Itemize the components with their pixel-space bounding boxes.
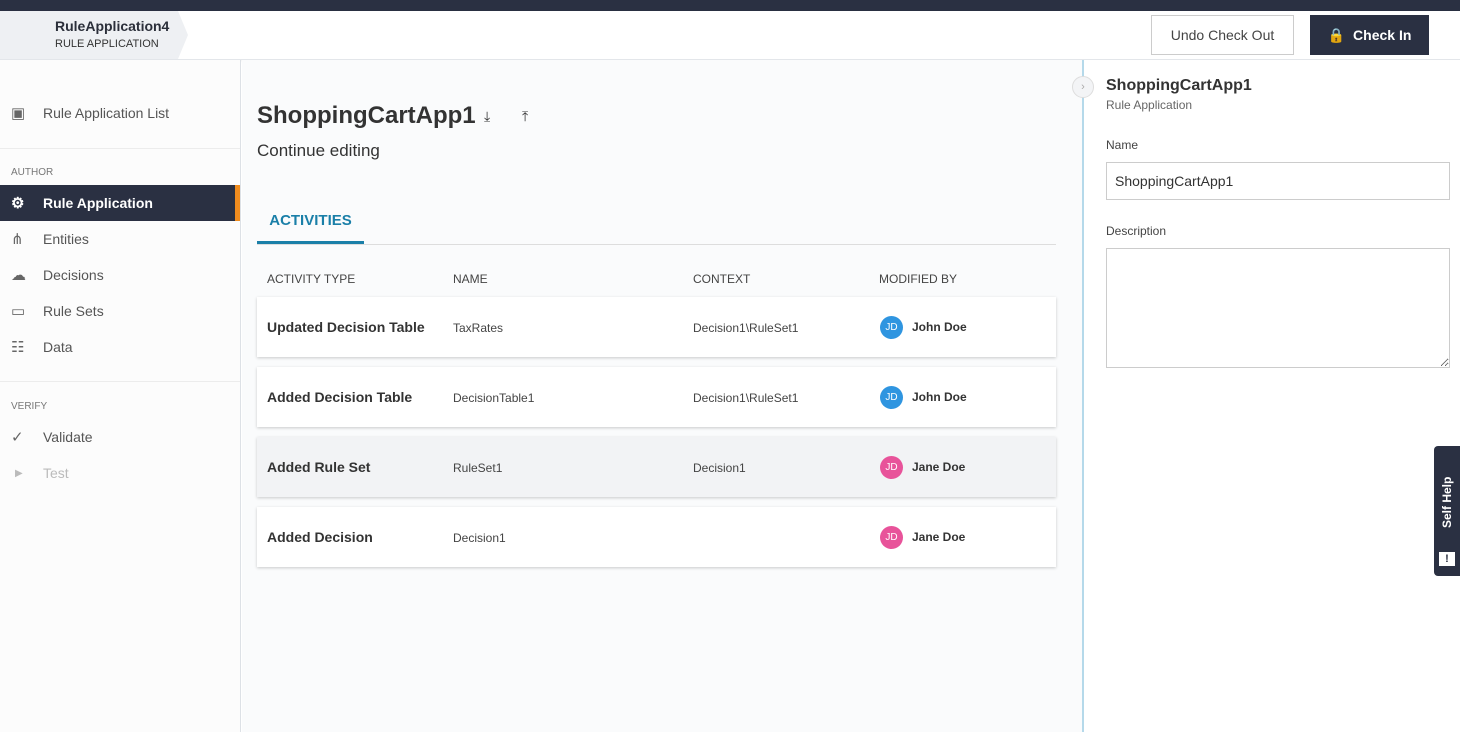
breadcrumb-title: RuleApplication4 — [55, 18, 170, 34]
label: Decisions — [43, 267, 104, 283]
tab-activities[interactable]: ACTIVITIES — [257, 200, 364, 244]
section-verify: VERIFY — [11, 401, 48, 412]
feedback-icon: ! — [1439, 552, 1455, 566]
sidebar-item-rule-application[interactable]: ⚙ Rule Application — [0, 185, 240, 221]
divider — [0, 148, 240, 149]
activity-type: Updated Decision Table — [267, 319, 425, 335]
table-row[interactable]: Added Rule Set RuleSet1 Decision1 JD Jan… — [257, 437, 1056, 497]
activity-name: TaxRates — [453, 321, 504, 335]
hierarchy-icon: ⋔ — [11, 231, 24, 248]
check-in-button[interactable]: 🔒 Check In — [1310, 15, 1429, 55]
avatar: JD — [880, 456, 903, 479]
tab-divider — [257, 244, 1056, 245]
label: Rule Application — [43, 195, 153, 211]
col-context: CONTEXT — [693, 272, 751, 286]
sidebar-item-entities[interactable]: ⋔ Entities — [0, 221, 240, 257]
self-help-label: Self Help — [1440, 476, 1454, 528]
col-activity-type: ACTIVITY TYPE — [267, 272, 356, 286]
description-label: Description — [1106, 224, 1167, 238]
name-input[interactable] — [1106, 162, 1450, 200]
lock-icon: 🔒 — [1327, 26, 1346, 43]
name-label: Name — [1106, 138, 1139, 152]
modified-by: Jane Doe — [912, 530, 966, 544]
properties-panel: ShoppingCartApp1 Rule Application Name D… — [1082, 60, 1460, 732]
section-author: AUTHOR — [11, 167, 54, 178]
col-modified-by: MODIFIED BY — [879, 272, 958, 286]
sidebar-item-data[interactable]: ☷ Data — [0, 329, 240, 365]
activity-name: RuleSet1 — [453, 461, 503, 475]
label: Validate — [43, 429, 93, 445]
page-title: ShoppingCartApp1 — [257, 102, 476, 129]
panel-title: ShoppingCartApp1 — [1106, 77, 1252, 94]
main-content: ShoppingCartApp1 ⤓ ⤒ Continue editing AC… — [242, 60, 1082, 732]
avatar: JD — [880, 316, 903, 339]
modified-by: John Doe — [912, 390, 967, 404]
label: Rule Sets — [43, 303, 104, 319]
activity-type: Added Decision — [267, 529, 373, 545]
avatar: JD — [880, 386, 903, 409]
description-input[interactable] — [1106, 248, 1450, 368]
breadcrumb[interactable]: RuleApplication4 RULE APPLICATION — [0, 11, 188, 59]
panel-subtitle: Rule Application — [1106, 98, 1193, 112]
ruleset-icon: ▭ — [11, 303, 26, 320]
modified-by: John Doe — [912, 320, 967, 334]
undo-check-out-button[interactable]: Undo Check Out — [1151, 15, 1294, 55]
divider — [0, 381, 240, 382]
self-help-button[interactable]: Self Help ! — [1434, 446, 1460, 576]
activity-type: Added Rule Set — [267, 459, 371, 475]
sidebar-item-validate[interactable]: ✓ Validate — [0, 419, 240, 455]
data-icon: ☷ — [11, 339, 25, 356]
table-row[interactable]: Updated Decision Table TaxRates Decision… — [257, 297, 1056, 357]
modified-by: Jane Doe — [912, 460, 966, 474]
cloud-gear-icon: ☁ — [11, 267, 26, 284]
sidebar-item-rule-sets[interactable]: ▭ Rule Sets — [0, 293, 240, 329]
sidebar: ▣ Rule Application List AUTHOR ⚙ Rule Appl… — [0, 60, 241, 732]
upload-icon[interactable]: ⤒ — [522, 108, 529, 124]
breadcrumb-subtitle: RULE APPLICATION — [55, 38, 159, 50]
sidebar-item-test: ▶ Test — [0, 455, 240, 491]
activity-type: Added Decision Table — [267, 389, 413, 405]
activity-context: Decision1 — [693, 461, 746, 475]
list-icon: ▣ — [11, 105, 26, 122]
label: Rule Application List — [43, 105, 170, 121]
collapse-panel-chevron-icon[interactable]: › — [1072, 76, 1094, 98]
avatar: JD — [880, 526, 903, 549]
label: Data — [43, 339, 73, 355]
sidebar-item-rule-application-list[interactable]: ▣ Rule Application List — [0, 95, 240, 131]
label: Test — [43, 465, 69, 481]
top-bar — [0, 0, 1460, 11]
app-gear-icon: ⚙ — [11, 195, 25, 212]
check-icon: ✓ — [11, 429, 24, 446]
label: Entities — [43, 231, 89, 247]
col-name: NAME — [453, 272, 488, 286]
play-icon: ▶ — [15, 467, 23, 479]
sidebar-item-decisions[interactable]: ☁ Decisions — [0, 257, 240, 293]
header: RuleApplication4 RULE APPLICATION Undo C… — [0, 11, 1460, 60]
table-row[interactable]: Added Decision Decision1 JD Jane Doe — [257, 507, 1056, 567]
activity-context: Decision1\RuleSet1 — [693, 391, 799, 405]
activity-name: DecisionTable1 — [453, 391, 535, 405]
continue-editing: Continue editing — [257, 141, 380, 160]
activity-name: Decision1 — [453, 531, 506, 545]
check-in-label: Check In — [1353, 27, 1412, 43]
download-icon[interactable]: ⤓ — [484, 108, 491, 124]
activity-context: Decision1\RuleSet1 — [693, 321, 799, 335]
table-row[interactable]: Added Decision Table DecisionTable1 Deci… — [257, 367, 1056, 427]
